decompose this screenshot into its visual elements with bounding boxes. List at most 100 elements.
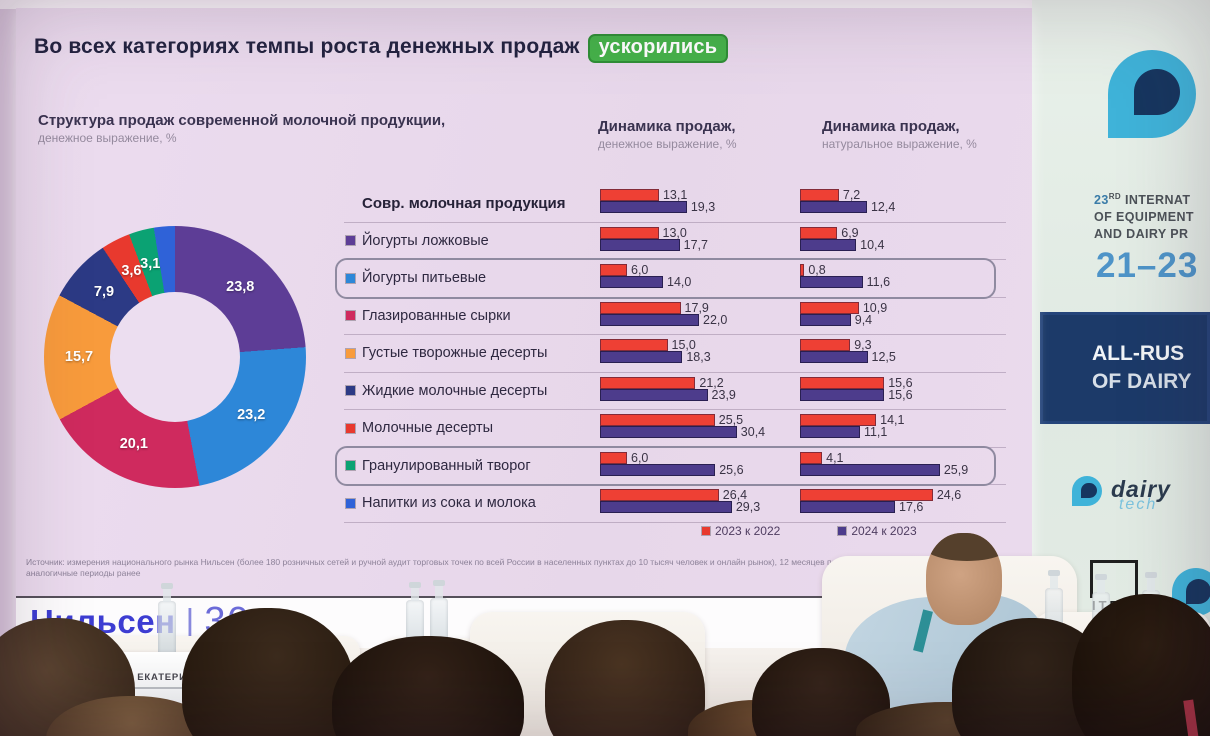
bar-2023-к-2022: 13,0 [600,226,687,240]
donut-value-label: 20,1 [119,435,148,452]
natural-bars-group: 4,1 25,9 [800,451,1000,480]
nielsen-divider: | [185,603,195,641]
bar-value-label: 12,5 [871,350,896,364]
category-color-swatch [346,386,355,396]
legend-item: 2023 к 2022 [702,524,780,538]
banner-line2: OF DAIRY [1092,370,1192,393]
bar-2024-к-2023: 17,6 [800,500,923,514]
bar-2023-к-2022: 4,1 [800,451,844,465]
money-bars-group: 13,0 17,7 [600,226,796,255]
natural-bars-group: 7,2 12,4 [800,188,1000,217]
donut-value-label: 23,8 [226,278,255,295]
bar-value-label: 19,3 [690,200,716,214]
bar-2023-к-2022: 15,0 [600,338,696,352]
bar-value-label: 30,4 [740,425,766,439]
category-label: Молочные десерты [346,410,493,447]
bar-2024-к-2023: 29,3 [600,500,760,514]
legend-item: 2024 к 2023 [838,524,917,538]
bar-value-label: 18,3 [686,350,711,364]
bar-2024-к-2023: 25,9 [800,463,968,477]
bar-value-label: 12,4 [870,200,896,214]
bar-2024-к-2023: 22,0 [600,313,727,327]
category-label: Йогурты ложковые [346,223,489,260]
category-label: Совр. молочная продукция [362,194,566,212]
bar-value-label: 17,6 [899,500,924,514]
donut-value-label: 3,6 [121,263,142,280]
bar-value-label: 17,7 [683,237,708,252]
bar-value-label: 23,9 [711,387,736,402]
speaker-head [926,533,1002,625]
bar-value-label: 7,2 [842,188,861,202]
bar-2024-к-2023: 19,3 [600,200,715,214]
bar-value-label: 13,0 [662,225,687,240]
bar-value-label: 9,3 [854,338,872,352]
natural-bars-group: 15,6 15,6 [800,376,1000,405]
table-row: Глазированные сырки 17,9 22,0 10,9 9,4 [344,298,1006,335]
natural-bars-group: 14,1 11,1 [800,413,1000,442]
table-row: Густые творожные десерты 15,0 18,3 9,3 12,5 [344,335,1006,373]
category-bar-table: Совр. молочная продукция 13,1 19,3 7,2 12,4 Й… [335,185,1006,523]
money-bars-group: 17,9 22,0 [600,300,796,330]
dairytech-logo: dairy tech [1072,476,1170,514]
bar-value-label: 10,4 [860,237,885,252]
bar-value-label: 4,1 [826,450,844,465]
money-bars-group: 15,0 18,3 [600,338,796,367]
bar-value-label: 6,0 [631,450,649,465]
water-bottle [158,583,176,657]
bar-2024-к-2023: 18,3 [600,350,711,364]
money-bars-group: 6,0 25,6 [600,451,796,480]
bar-2024-к-2023: 11,6 [800,275,890,289]
slide-title: Во всех категориях темпы роста денежных … [34,34,729,63]
category-color-swatch [346,348,355,358]
bar-value-label: 10,9 [862,300,888,315]
bar-value-label: 9,4 [854,312,873,327]
natural-bars-group: 0,8 11,6 [800,263,1000,292]
bar-2023-к-2022: 13,1 [600,188,687,202]
bar-2023-к-2022: 6,9 [800,226,859,240]
bar-2024-к-2023: 25,6 [600,463,744,477]
bar-value-label: 11,1 [863,425,888,439]
expo-dates: 21–23 [1096,246,1199,285]
legend-color-swatch [838,527,847,535]
money-bars-group: 21,2 23,9 [600,376,796,405]
dairytech-tech-word: tech [1118,496,1158,513]
bar-value-label: 21,2 [699,375,724,390]
category-color-swatch [346,423,355,433]
dairytech-drop-logo-inner [1134,69,1181,116]
bar-value-label: 17,9 [684,300,709,315]
table-row: Молочные десерты 25,5 30,4 14,1 11,1 [344,410,1006,448]
money-bars-group: 25,5 30,4 [600,413,796,442]
bar-2023-к-2022: 25,5 [600,413,743,427]
category-color-swatch [346,236,355,246]
bar-2023-к-2022: 24,6 [800,488,961,502]
legend-color-swatch [702,527,710,535]
category-color-swatch [346,273,355,283]
presentation-slide: Во всех категориях темпы роста денежных … [16,8,1032,648]
title-highlight-chip: ускорились [587,34,729,63]
bar-2024-к-2023: 9,4 [800,313,872,327]
bar-value-label: 14,0 [667,275,692,289]
bar-2023-к-2022: 6,0 [600,451,648,465]
bar-value-label: 6,0 [631,263,649,277]
donut-value-label: 23,2 [237,407,266,424]
category-color-swatch [346,311,355,321]
natural-bars-group: 10,9 9,4 [800,301,1000,330]
bar-2023-к-2022: 9,3 [800,338,872,352]
bar-value-label: 25,6 [719,462,744,477]
table-row: Совр. молочная продукция 13,1 19,3 7,2 12,4 [344,185,1006,223]
bar-2023-к-2022: 10,9 [800,301,887,315]
audience-head [182,608,354,736]
sales-structure-donut-chart: 23,8 23,2 20,1 15,7 7,9 3,6 3,1 [44,226,306,488]
expo-title: 23RD INTERNAT OF EQUIPMENT AND DAIRY PR [1094,192,1194,242]
bar-2024-к-2023: 14,0 [600,275,691,289]
money-dynamics-header: Динамика продаж, денежное выражение, % [598,118,737,151]
donut-value-label: 3,1 [140,256,161,273]
donut-value-label: 7,9 [93,284,115,301]
bar-value-label: 0,8 [808,263,826,277]
bar-2024-к-2023: 30,4 [600,425,765,439]
category-label: Напитки из сока и молока [346,485,536,522]
bar-2023-к-2022: 15,6 [800,376,913,390]
bar-2023-к-2022: 7,2 [800,188,860,202]
bar-2024-к-2023: 17,7 [600,238,708,252]
bar-2023-к-2022: 21,2 [600,376,724,390]
